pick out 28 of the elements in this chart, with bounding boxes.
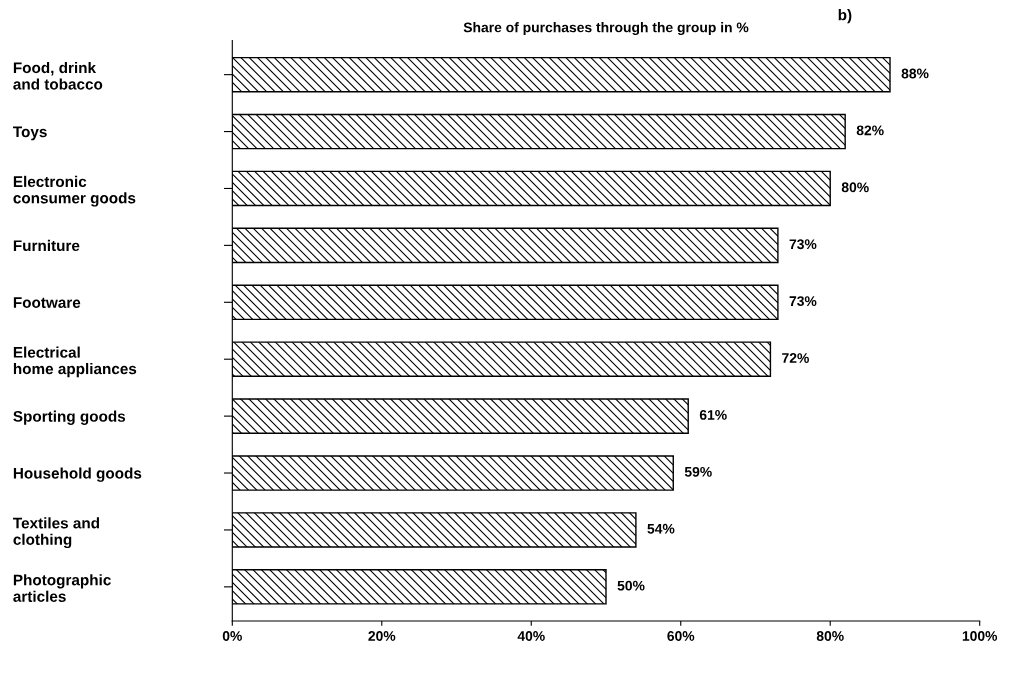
data-label: 82% (856, 125, 884, 136)
data-label: 73% (789, 296, 817, 307)
data-label: 50% (617, 580, 645, 591)
y-tick-label: Electrical home appliances (13, 346, 137, 378)
y-tick-label: Household goods (13, 467, 142, 482)
data-label: 73% (789, 239, 817, 250)
data-label: 54% (647, 523, 675, 534)
y-tick-label: Photographic articles (13, 574, 111, 602)
data-label: 88% (901, 68, 929, 79)
y-tick-label: Furniture (13, 239, 80, 252)
x-tick-label: 0% (222, 631, 242, 641)
data-label: 80% (841, 182, 869, 193)
data-label: 61% (699, 410, 727, 420)
x-tick-label: 20% (368, 631, 396, 641)
y-tick-label: Textiles and clothing (13, 517, 100, 549)
y-tick-label: Electronic consumer goods (13, 175, 136, 207)
x-tick-label: 40% (517, 631, 545, 641)
chart-title: Share of purchases through the group in % (463, 22, 749, 36)
y-tick-label: Sporting goods (13, 410, 126, 425)
data-label: 72% (782, 353, 809, 363)
data-label: 59% (684, 466, 712, 477)
y-tick-label: Toys (13, 126, 47, 141)
x-tick-label: 80% (816, 631, 844, 641)
y-tick-label: Footware (13, 297, 81, 308)
x-tick-label: 100% (962, 631, 998, 641)
x-tick-label: 60% (667, 631, 695, 641)
text: b) (838, 9, 852, 24)
y-tick-label: Food, drink and tobacco (13, 61, 103, 90)
